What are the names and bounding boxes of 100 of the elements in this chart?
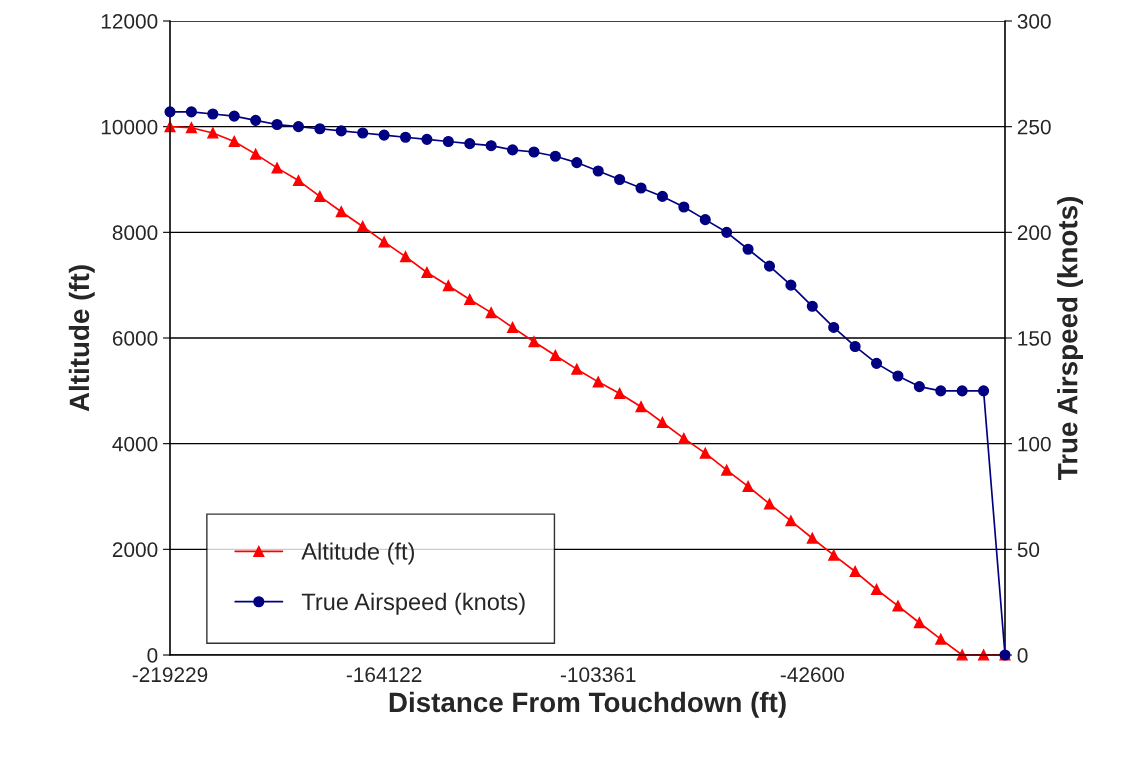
- y-tick-label: 4000: [112, 436, 158, 452]
- point: [635, 401, 647, 413]
- point: [314, 190, 326, 202]
- point: [528, 146, 540, 158]
- point: [656, 416, 668, 429]
- point: [635, 182, 647, 194]
- point: [314, 123, 326, 135]
- point: [742, 243, 754, 255]
- point: [935, 385, 947, 397]
- y-tick-label: 12000: [101, 14, 158, 29]
- point: [357, 220, 369, 233]
- point: [806, 300, 818, 312]
- point: [592, 376, 604, 388]
- point: [464, 293, 476, 305]
- point: [592, 165, 604, 177]
- point: [806, 532, 818, 544]
- point: [292, 175, 305, 187]
- y2-tick-label: 250: [1017, 119, 1051, 135]
- point: [699, 447, 711, 459]
- y-tick-label: 6000: [112, 331, 158, 346]
- y2-tick-label: 200: [1017, 225, 1051, 241]
- point: [292, 121, 305, 133]
- point: [185, 106, 197, 118]
- point: [785, 515, 797, 527]
- point: [678, 201, 690, 213]
- point: [699, 214, 711, 226]
- point: [271, 162, 283, 174]
- point: [571, 157, 583, 169]
- point: [870, 583, 883, 596]
- point: [207, 127, 219, 139]
- point: [549, 349, 561, 361]
- point: [956, 649, 968, 661]
- point: [956, 385, 968, 397]
- point: [442, 280, 454, 292]
- point: [870, 357, 883, 369]
- point: [785, 279, 797, 291]
- point: [378, 236, 390, 248]
- point: [742, 480, 754, 493]
- y-tick-label: 0: [147, 648, 158, 663]
- point: [892, 370, 904, 382]
- y2-tick-label: 300: [1017, 14, 1051, 29]
- point: [614, 387, 626, 400]
- y-tick-label: 10000: [101, 119, 158, 135]
- point: [656, 190, 668, 202]
- point: [228, 110, 240, 122]
- point: [485, 307, 497, 319]
- point: [464, 138, 476, 150]
- point: [335, 206, 347, 218]
- point: [399, 131, 412, 143]
- point: [250, 148, 262, 160]
- point: [442, 135, 454, 148]
- point: [421, 133, 433, 145]
- point: [721, 464, 733, 476]
- point: [507, 144, 519, 156]
- point: [678, 432, 690, 444]
- y-tick-label: 8000: [112, 225, 158, 241]
- y2-tick-label: 50: [1017, 542, 1040, 558]
- y2-tick-label: 0: [1017, 648, 1028, 663]
- point: [571, 363, 583, 375]
- x-tick-label: -42600: [780, 667, 844, 683]
- point: [271, 118, 283, 131]
- point: [935, 633, 947, 645]
- point: [763, 260, 776, 272]
- point: [250, 114, 262, 126]
- point: [549, 150, 561, 162]
- point: [978, 649, 990, 661]
- x-tick-label: -103361: [560, 667, 636, 683]
- y2-axis-title: True Airspeed (knots): [1057, 197, 1084, 480]
- point: [892, 600, 904, 612]
- x-tick-label: -219229: [132, 667, 208, 683]
- point: [978, 385, 990, 397]
- y-axis-title: Altitude (ft): [68, 265, 95, 412]
- point: [357, 127, 369, 139]
- point: [185, 122, 197, 134]
- point: [828, 549, 840, 561]
- legend-label: Altitude (ft): [301, 542, 414, 565]
- point: [228, 135, 240, 148]
- y2-tick-label: 100: [1018, 436, 1051, 452]
- point: [207, 108, 219, 120]
- point: [528, 336, 540, 348]
- y2-tick-label: 150: [1018, 331, 1051, 346]
- y-tick-label: 2000: [112, 542, 158, 558]
- point: [335, 125, 347, 137]
- point: [399, 251, 412, 263]
- point: [614, 173, 626, 186]
- point: [378, 129, 390, 141]
- point: [913, 617, 925, 629]
- x-axis-title: Distance From Touchdown (ft): [389, 691, 786, 718]
- point: [421, 266, 433, 279]
- point: [913, 381, 925, 393]
- point: [849, 565, 861, 578]
- point: [763, 498, 776, 510]
- legend-label: True Airspeed (knots): [301, 592, 525, 615]
- point: [849, 340, 861, 353]
- point: [507, 321, 519, 333]
- x-tick-label: -164122: [346, 667, 422, 683]
- point: [164, 106, 176, 118]
- point: [485, 140, 497, 152]
- point: [721, 226, 733, 238]
- point: [828, 321, 840, 333]
